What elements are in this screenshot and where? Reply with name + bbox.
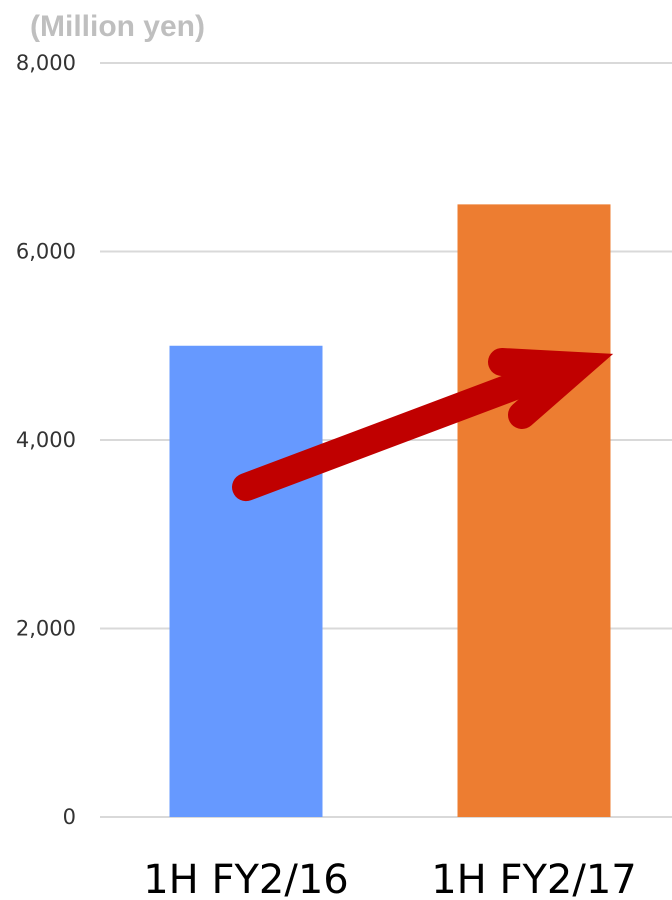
bars bbox=[169, 204, 611, 817]
y-axis-ticks: 0 2,000 4,000 6,000 8,000 bbox=[16, 51, 76, 829]
y-tick-label: 0 bbox=[63, 805, 76, 829]
bar bbox=[457, 204, 611, 817]
y-tick-label: 4,000 bbox=[16, 428, 76, 452]
x-category-label: 1H FY2/17 bbox=[431, 857, 637, 900]
y-tick-label: 2,000 bbox=[16, 617, 76, 641]
trend-arrow bbox=[232, 348, 614, 502]
x-category-label: 1H FY2/16 bbox=[143, 857, 349, 900]
y-tick-label: 6,000 bbox=[16, 240, 76, 264]
arrow-head bbox=[488, 348, 614, 429]
y-tick-label: 8,000 bbox=[16, 51, 76, 75]
x-axis-categories: 1H FY2/16 1H FY2/17 bbox=[143, 857, 637, 900]
y-axis-unit-label: (Million yen) bbox=[30, 10, 205, 43]
bar bbox=[169, 345, 323, 817]
arrow-shaft bbox=[232, 358, 566, 502]
